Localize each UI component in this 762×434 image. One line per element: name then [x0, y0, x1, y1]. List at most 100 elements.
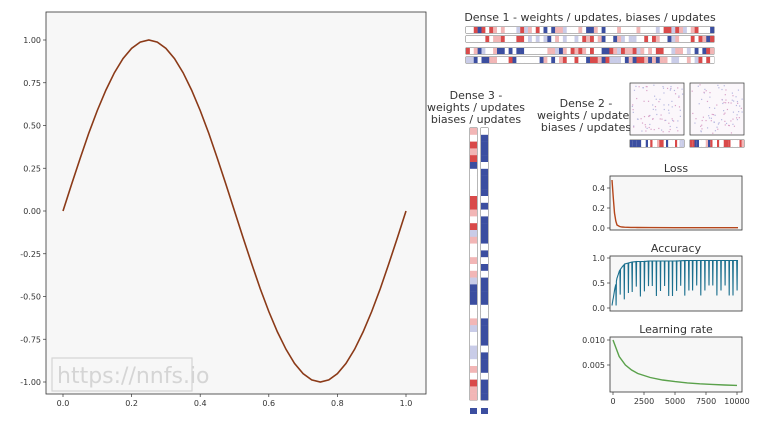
dense1-cell — [547, 48, 552, 54]
dense1-cell — [636, 48, 641, 54]
dense1-cell — [690, 36, 695, 42]
dense1-cell — [500, 57, 505, 63]
dense2-cell — [721, 99, 723, 101]
dense2-bias-cell — [696, 140, 699, 147]
dense3-cell — [470, 379, 477, 387]
dense2-cell — [724, 112, 726, 114]
dense1-cell — [671, 27, 676, 33]
dense1-cell — [578, 57, 583, 63]
dense1-cell — [469, 27, 474, 33]
dense2-cell — [732, 95, 734, 97]
dense1-cell — [524, 57, 529, 63]
dense2-bias-cell — [690, 140, 693, 147]
accuracy-title: Accuracy — [651, 242, 702, 255]
dense3-cell — [470, 264, 477, 271]
dense2-cell — [723, 101, 725, 104]
dense3-title-line1: Dense 3 - — [450, 89, 503, 102]
dense1-cell — [512, 27, 517, 33]
dense1-cell — [477, 48, 482, 54]
dense1-cell — [652, 57, 657, 63]
dense1-cell — [706, 36, 711, 42]
dense2-cell — [736, 114, 738, 116]
dense1-cell — [466, 36, 471, 42]
dense2-cell — [733, 125, 736, 127]
dense1-cell — [690, 57, 695, 63]
dense2-cell — [643, 100, 645, 102]
dense2-cell — [655, 109, 657, 111]
dense1-cell — [516, 36, 521, 42]
dense2-cell — [733, 100, 735, 102]
dense1-cell — [644, 36, 649, 42]
dense1-cell — [593, 27, 598, 33]
dense1-cell — [481, 57, 486, 63]
dense1-cell — [562, 48, 567, 54]
dense2-cell — [652, 104, 654, 106]
dense2-cell — [706, 100, 709, 103]
dense1-cell — [528, 36, 533, 42]
dense1-cell — [710, 57, 715, 63]
learning-rate-frame — [609, 336, 743, 393]
dense2-cell — [700, 130, 702, 132]
dense2-cell — [717, 123, 720, 125]
dense3-cell — [470, 128, 477, 135]
dense1-cell — [690, 48, 695, 54]
dense1-panel: Dense 1 - weights / updates, biases / up… — [464, 11, 716, 64]
dense2-cell — [726, 108, 729, 111]
dense3-cell — [470, 134, 477, 142]
dense1-cell — [679, 27, 684, 33]
dense3-cell — [481, 182, 488, 190]
dense1-cell — [601, 36, 606, 42]
dense1-cell — [524, 27, 529, 33]
dense1-cell — [675, 36, 680, 42]
dense1-cell — [570, 27, 575, 33]
dense2-cell — [697, 85, 699, 87]
dense2-cell — [706, 127, 709, 129]
main-ytick-label: -0.25 — [20, 250, 41, 259]
dense1-cell — [504, 36, 509, 42]
dense2-cell — [681, 93, 684, 95]
dense2-cell — [661, 118, 663, 120]
dense2-cell — [659, 118, 661, 120]
main-xtick-label: 0.0 — [57, 399, 70, 408]
dense2-cell — [658, 127, 660, 130]
dense3-cell — [470, 325, 477, 333]
dense2-cell — [724, 94, 726, 96]
dense1-cell — [652, 27, 657, 33]
dense1-cell — [644, 27, 649, 33]
dense1-cell — [621, 57, 626, 63]
dense3-title-line3: biases / updates — [431, 113, 521, 126]
dense2-cell — [694, 122, 696, 124]
dense2-cell — [724, 124, 726, 126]
dense1-cell — [535, 36, 540, 42]
dense2-cell — [653, 129, 655, 131]
dense2-cell — [736, 117, 738, 119]
dense3-cell — [481, 168, 488, 176]
dense1-cell — [539, 48, 544, 54]
dense1-cell — [624, 27, 629, 33]
dense3-cell — [481, 230, 488, 237]
dense2-bias-cell — [659, 140, 662, 147]
dense1-cell — [655, 27, 660, 33]
dense2-bias-cell — [677, 140, 680, 147]
dense2-bias-cell — [735, 140, 738, 147]
dense2-bias-cell — [668, 140, 671, 147]
dense3-cell — [481, 366, 488, 373]
dense2-cell — [652, 118, 654, 120]
dense2-cell — [646, 86, 648, 88]
dense2-cell — [716, 104, 718, 106]
dense2-cell — [677, 87, 679, 89]
dense2-bias-cell — [723, 140, 726, 147]
dense2-cell — [645, 130, 647, 132]
dense1-cell — [531, 48, 536, 54]
dense2-cell — [643, 115, 646, 118]
dense2-bias-cell — [672, 140, 675, 147]
dense2-cell — [703, 91, 705, 93]
dense2-cell — [708, 115, 710, 117]
dense1-cell — [590, 57, 595, 63]
dense3-cell — [481, 325, 488, 333]
dense1-cell — [617, 48, 622, 54]
dense3-cell — [481, 345, 488, 353]
dense1-cell — [617, 57, 622, 63]
dense2-bias-cell — [721, 140, 724, 147]
